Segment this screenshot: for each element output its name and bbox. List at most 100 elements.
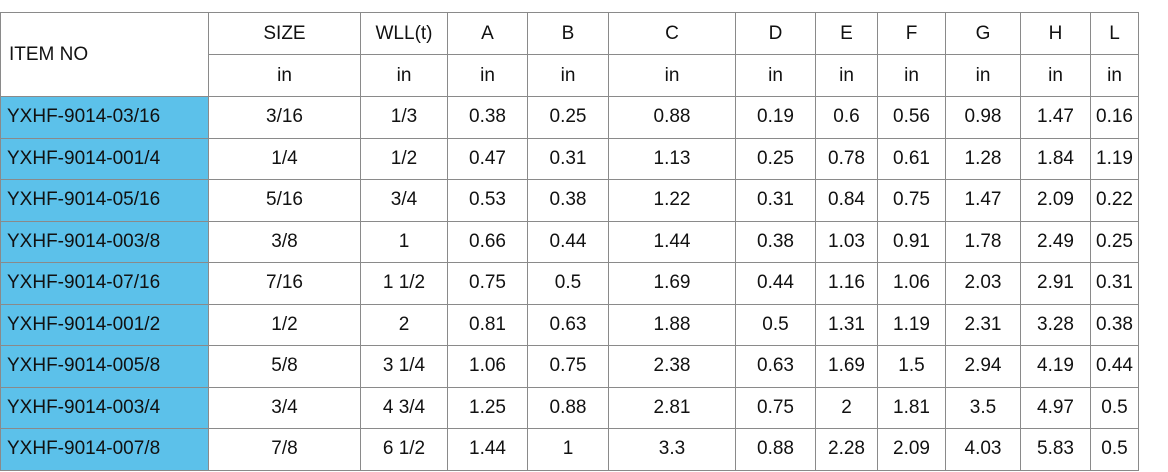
item-no-cell: YXHF-9014-001/4	[0, 137, 209, 180]
item-no-cell: YXHF-9014-05/16	[0, 179, 209, 222]
value-cell: 1.31	[815, 303, 878, 346]
data-row: YXHF-9014-007/8 7/8 6 1/2 1.44 1 3.3 0.88 2.28 2…	[0, 428, 1139, 471]
column-header: C	[608, 12, 736, 55]
value-cell: 0.63	[527, 303, 609, 346]
value-cell: 0.63	[735, 345, 816, 388]
column-header: L	[1090, 12, 1139, 55]
value-cell: 0.78	[815, 137, 878, 180]
item-no-cell: YXHF-9014-003/4	[0, 386, 209, 429]
value-cell: 0.6	[815, 96, 878, 139]
value-cell: 0.25	[1090, 220, 1139, 263]
value-cell: 4.19	[1020, 345, 1091, 388]
data-row: YXHF-9014-003/4 3/4 4 3/4 1.25 0.88 2.81 0.75 2…	[0, 386, 1139, 429]
value-cell: 0.31	[735, 179, 816, 222]
value-cell: 7/16	[208, 262, 361, 305]
value-cell: 2	[360, 303, 448, 346]
value-cell: 2.91	[1020, 262, 1091, 305]
value-cell: 0.5	[1090, 386, 1139, 429]
value-cell: 1.47	[945, 179, 1021, 222]
value-cell: 0.25	[735, 137, 816, 180]
unit-cell: in	[945, 54, 1021, 97]
value-cell: 3.5	[945, 386, 1021, 429]
column-header: G	[945, 12, 1021, 55]
value-cell: 3/16	[208, 96, 361, 139]
data-row: YXHF-9014-001/4 1/4 1/2 0.47 0.31 1.13 0.25 0.7…	[0, 137, 1139, 180]
value-cell: 1/2	[360, 137, 448, 180]
value-cell: 0.22	[1090, 179, 1139, 222]
value-cell: 0.38	[1090, 303, 1139, 346]
value-cell: 0.88	[735, 428, 816, 471]
value-cell: 1.69	[608, 262, 736, 305]
value-cell: 1/3	[360, 96, 448, 139]
value-cell: 4.97	[1020, 386, 1091, 429]
item-no-cell: YXHF-9014-03/16	[0, 96, 209, 139]
value-cell: 0.75	[447, 262, 528, 305]
value-cell: 1.16	[815, 262, 878, 305]
value-cell: 0.91	[877, 220, 946, 263]
item-no-cell: YXHF-9014-001/2	[0, 303, 209, 346]
value-cell: 3.28	[1020, 303, 1091, 346]
value-cell: 0.44	[1090, 345, 1139, 388]
data-row: YXHF-9014-05/16 5/16 3/4 0.53 0.38 1.22 0.31 0.…	[0, 179, 1139, 222]
value-cell: 0.61	[877, 137, 946, 180]
value-cell: 2	[815, 386, 878, 429]
column-header: D	[735, 12, 816, 55]
value-cell: 5.83	[1020, 428, 1091, 471]
item-no-cell: YXHF-9014-007/8	[0, 428, 209, 471]
value-cell: 1	[527, 428, 609, 471]
value-cell: 0.53	[447, 179, 528, 222]
value-cell: 0.16	[1090, 96, 1139, 139]
data-row: YXHF-9014-07/16 7/16 1 1/2 0.75 0.5 1.69 0.44 1…	[0, 262, 1139, 305]
value-cell: 0.84	[815, 179, 878, 222]
unit-cell: in	[527, 54, 609, 97]
value-cell: 4 3/4	[360, 386, 448, 429]
column-header: H	[1020, 12, 1091, 55]
column-header: WLL(t)	[360, 12, 448, 55]
data-row: YXHF-9014-003/8 3/8 1 0.66 0.44 1.44 0.38 1.03 0…	[0, 220, 1139, 263]
value-cell: 2.09	[877, 428, 946, 471]
unit-cell: in	[360, 54, 448, 97]
value-cell: 0.44	[527, 220, 609, 263]
value-cell: 1/4	[208, 137, 361, 180]
value-cell: 7/8	[208, 428, 361, 471]
value-cell: 1	[360, 220, 448, 263]
value-cell: 0.66	[447, 220, 528, 263]
value-cell: 0.19	[735, 96, 816, 139]
value-cell: 0.38	[527, 179, 609, 222]
value-cell: 0.75	[735, 386, 816, 429]
value-cell: 3/4	[360, 179, 448, 222]
value-cell: 3/8	[208, 220, 361, 263]
value-cell: 1.13	[608, 137, 736, 180]
value-cell: 1.84	[1020, 137, 1091, 180]
column-header: F	[877, 12, 946, 55]
value-cell: 1.78	[945, 220, 1021, 263]
value-cell: 0.25	[527, 96, 609, 139]
value-cell: 1.22	[608, 179, 736, 222]
value-cell: 0.47	[447, 137, 528, 180]
value-cell: 1.81	[877, 386, 946, 429]
value-cell: 2.81	[608, 386, 736, 429]
unit-cell: in	[1090, 54, 1139, 97]
data-row: YXHF-9014-005/8 5/8 3 1/4 1.06 0.75 2.38 0.63 1…	[0, 345, 1139, 388]
value-cell: 0.98	[945, 96, 1021, 139]
column-header: E	[815, 12, 878, 55]
value-cell: 0.5	[1090, 428, 1139, 471]
value-cell: 1.19	[877, 303, 946, 346]
unit-cell: in	[208, 54, 361, 97]
value-cell: 1.03	[815, 220, 878, 263]
value-cell: 1.28	[945, 137, 1021, 180]
value-cell: 1.44	[447, 428, 528, 471]
value-cell: 2.49	[1020, 220, 1091, 263]
value-cell: 0.31	[1090, 262, 1139, 305]
value-cell: 0.75	[527, 345, 609, 388]
value-cell: 2.28	[815, 428, 878, 471]
unit-cell: in	[447, 54, 528, 97]
item-no-cell: YXHF-9014-07/16	[0, 262, 209, 305]
value-cell: 1.06	[877, 262, 946, 305]
value-cell: 0.5	[527, 262, 609, 305]
unit-cell: in	[735, 54, 816, 97]
value-cell: 0.81	[447, 303, 528, 346]
item-no-cell: YXHF-9014-005/8	[0, 345, 209, 388]
